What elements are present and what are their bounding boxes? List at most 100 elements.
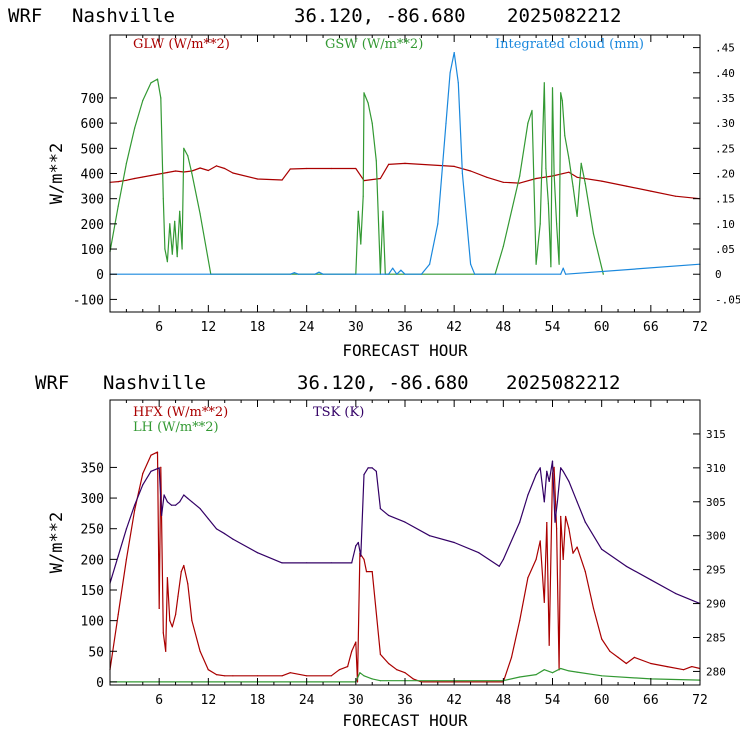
series-3-point <box>379 508 381 510</box>
x-tick-label: 12 <box>201 693 217 708</box>
series-2-point <box>362 195 364 197</box>
series-3-point <box>502 558 504 561</box>
x-tick-label: 30 <box>348 693 364 708</box>
series-3-point <box>297 273 300 275</box>
header-model: WRF <box>8 5 42 27</box>
legend-entry: GSW (W/m**2) <box>325 37 423 52</box>
series-3-point <box>420 273 422 275</box>
series-3-point <box>562 267 564 269</box>
series-3-point <box>576 501 578 503</box>
series-1-point <box>609 650 611 652</box>
x-tick-label: 6 <box>155 320 163 335</box>
series-1-point <box>330 675 332 677</box>
series-3-point <box>161 514 163 517</box>
series-1-point <box>510 656 513 659</box>
series-1-point <box>691 666 693 668</box>
header-model: WRF <box>35 372 69 394</box>
series-2-point <box>166 261 168 263</box>
series-3-point <box>548 480 550 482</box>
series-1-point <box>160 466 162 468</box>
x-tick-label: 72 <box>692 320 708 335</box>
series-3-point <box>187 497 189 499</box>
series-1-point <box>584 571 586 573</box>
series-1-point <box>166 171 168 174</box>
series-2-point <box>150 82 152 84</box>
series-2-point <box>171 253 173 255</box>
series-2-point <box>357 210 359 212</box>
series-2-point <box>367 102 369 104</box>
series-2-point <box>371 678 373 680</box>
series-1-point <box>553 466 555 468</box>
y2-tick-label: .35 <box>715 92 735 105</box>
series-1-point <box>683 669 685 671</box>
series-3-point <box>142 484 144 486</box>
y-tick-label: 600 <box>81 117 104 132</box>
series-3-point <box>562 470 564 472</box>
series-1-point <box>486 176 488 178</box>
series-2-point <box>183 147 185 149</box>
series-1-point <box>347 666 349 668</box>
series-1-point <box>183 564 185 567</box>
series-1-point <box>543 601 545 603</box>
series-2-point <box>181 248 183 250</box>
series-3-point <box>453 52 455 54</box>
header-location: Nashville <box>103 372 206 394</box>
series-2-point <box>379 680 381 682</box>
header-init-time: 2025082212 <box>507 5 621 27</box>
series-1-point <box>207 669 209 671</box>
series-1-point <box>175 170 177 172</box>
series-3-point <box>166 501 168 503</box>
series-1-point <box>134 177 136 180</box>
series-1-point <box>306 675 308 677</box>
series-3-point <box>396 273 398 275</box>
series-1-point <box>281 675 283 677</box>
series-2-point <box>375 160 377 162</box>
header-coords: 36.120, -86.680 <box>297 372 469 394</box>
series-3-point <box>256 552 259 554</box>
y2-tick-label: 295 <box>706 564 726 577</box>
series-2-point <box>560 667 562 670</box>
series-3-point <box>363 474 365 476</box>
series-1-point <box>256 178 259 180</box>
series-1-point <box>125 558 127 561</box>
x-tick-label: 48 <box>496 693 512 708</box>
series-3-point <box>179 501 181 503</box>
series-2-point <box>568 670 570 672</box>
series-2-point <box>568 157 570 159</box>
series-1-point <box>207 169 209 172</box>
series-2-point <box>572 185 574 187</box>
series-1-point <box>546 522 548 524</box>
series-1-point <box>404 162 406 164</box>
series-line-1 <box>109 162 701 200</box>
y2-tick-label: .20 <box>715 168 735 181</box>
series-1-point <box>162 632 164 634</box>
series-1-point <box>289 168 291 170</box>
series-line-2 <box>109 78 604 275</box>
series-1-point <box>565 515 567 518</box>
y2-tick-label: .30 <box>715 117 735 130</box>
y-axis-label: W/m**2 <box>47 143 67 204</box>
series-2-point <box>539 223 541 225</box>
series-2-point <box>553 172 555 175</box>
series-3-point <box>474 273 476 275</box>
series-1-point <box>158 173 160 175</box>
series-2-point <box>382 210 384 212</box>
series-1-point <box>134 509 136 511</box>
y-axis-label: W/m**2 <box>47 512 67 573</box>
series-1-point <box>142 176 144 178</box>
series-2-point <box>117 205 119 207</box>
y-tick-label: 400 <box>81 168 104 183</box>
series-3-point <box>355 545 357 547</box>
series-1-point <box>404 672 406 674</box>
series-3-point <box>449 72 451 74</box>
series-1-point <box>232 675 234 677</box>
series-2-point <box>179 210 181 212</box>
series-2-point <box>134 127 136 129</box>
series-2-point <box>359 672 361 674</box>
series-2-point <box>360 243 362 245</box>
series-2-point <box>162 198 164 200</box>
series-1-point <box>363 558 365 561</box>
series-2-point <box>576 671 578 673</box>
series-3-point <box>134 504 136 506</box>
